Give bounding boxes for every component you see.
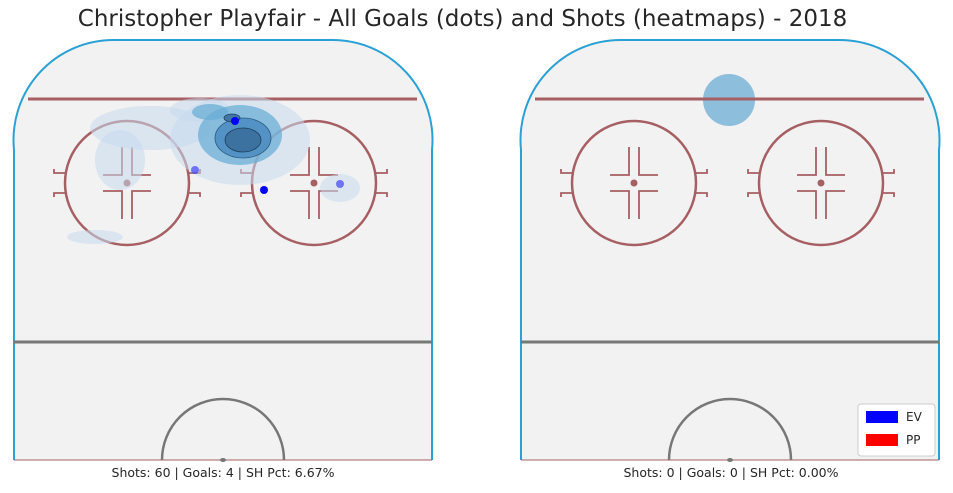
left-center-dot — [220, 458, 226, 462]
left-rink — [12, 38, 434, 462]
left-goal-dot-0 — [231, 117, 239, 125]
left-goal-dot-2 — [191, 166, 199, 174]
legend-label-pp: PP — [906, 433, 920, 447]
legend-label-ev: EV — [906, 410, 923, 424]
legend-swatch-pp — [866, 434, 898, 446]
right-center-dot — [727, 458, 733, 462]
right-center-circle — [667, 397, 793, 461]
left-panel-caption: Shots: 60 | Goals: 4 | SH Pct: 6.67% — [111, 465, 335, 480]
right-faceoff-right — [747, 119, 895, 247]
left-center-circle — [160, 397, 286, 461]
left-shot-density-contour-2 — [95, 130, 145, 190]
right-rink — [519, 38, 941, 462]
left-shot-density-contour-5 — [67, 230, 123, 244]
left-goal-dot-1 — [260, 186, 268, 194]
left-shot-heatmap — [67, 95, 360, 244]
left-shot-density-contour-7 — [192, 104, 228, 120]
chart-title: Christopher Playfair - All Goals (dots) … — [77, 6, 848, 32]
right-faceoff-left — [560, 119, 708, 247]
right-rink-boards — [519, 38, 941, 460]
left-goal-dots — [191, 117, 344, 194]
legend: EV PP — [857, 403, 936, 457]
left-shot-density-contour-9 — [224, 127, 262, 153]
legend-swatch-ev — [866, 411, 898, 423]
left-goal-dot-3 — [336, 180, 344, 188]
right-panel-caption: Shots: 0 | Goals: 0 | SH Pct: 0.00% — [623, 465, 839, 480]
